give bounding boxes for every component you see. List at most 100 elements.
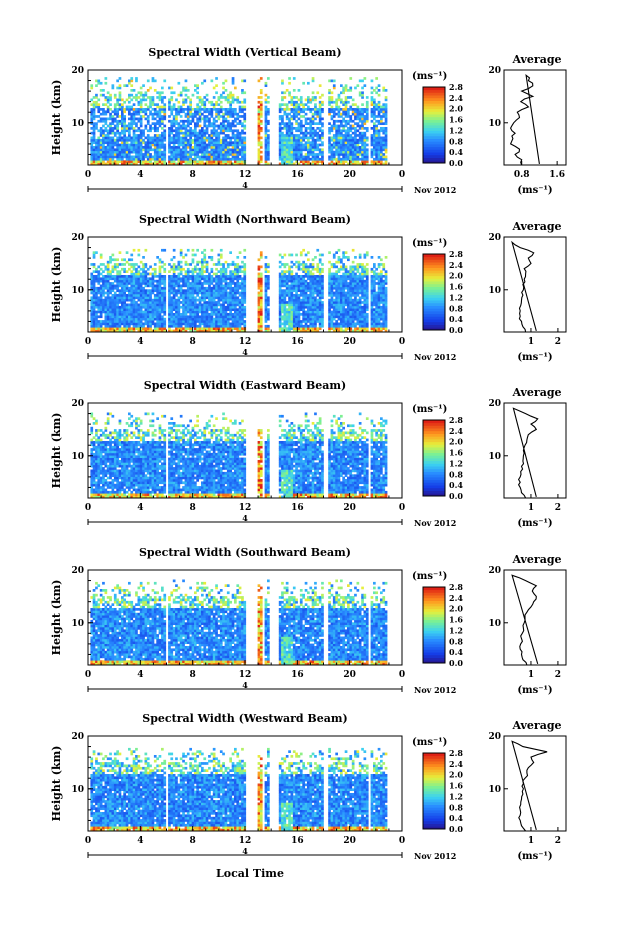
heatmap-cell: [158, 298, 162, 302]
heatmap-cell: [97, 298, 101, 302]
heatmap-cell: [222, 270, 225, 273]
heatmap-cell: [283, 298, 287, 302]
heatmap-cell: [104, 155, 108, 159]
heatmap-cell: [149, 98, 152, 102]
heatmap-cell: [132, 267, 136, 271]
heatmap-cell: [177, 305, 181, 309]
heatmap-cell: [149, 308, 152, 311]
heatmap-cell: [267, 277, 270, 281]
heatmap-cell: [109, 313, 112, 316]
heatmap-cell: [205, 93, 209, 97]
heatmap-cell: [210, 160, 214, 163]
heatmap-cell: [224, 89, 228, 92]
heatmap-cell: [179, 296, 183, 300]
heatmap-cell: [161, 110, 164, 114]
heatmap-cell: [161, 291, 164, 295]
heatmap-cell: [161, 153, 164, 156]
heatmap-cell: [278, 150, 282, 154]
heatmap-cell: [222, 315, 225, 319]
heatmap-cell: [137, 119, 141, 123]
heatmap-cell: [257, 153, 261, 156]
heatmap-cell: [281, 277, 284, 281]
heatmap-cell: [158, 289, 162, 292]
heatmap-cell: [243, 98, 247, 102]
heatmap-cell: [347, 131, 350, 135]
heatmap-cell: [354, 160, 357, 163]
heatmap-cell: [219, 143, 223, 147]
heatmap-cell: [302, 131, 305, 135]
heatmap-cell: [118, 148, 122, 152]
heatmap-cell: [170, 305, 174, 309]
heatmap-cell: [102, 117, 105, 121]
heatmap-cell: [146, 162, 150, 166]
heatmap-cell: [191, 115, 195, 118]
heatmap-cell: [335, 119, 338, 123]
heatmap-cell: [285, 138, 289, 142]
heatmap-cell: [203, 258, 207, 262]
heatmap-cell: [153, 124, 157, 128]
heatmap-cell: [264, 131, 268, 135]
heatmap-cell: [215, 275, 218, 278]
heatmap-cell: [161, 260, 164, 264]
heatmap-cell: [194, 143, 197, 147]
heatmap-cell: [217, 275, 221, 278]
heatmap-cell: [351, 112, 355, 116]
heatmap-cell: [292, 108, 296, 111]
heatmap-cell: [226, 146, 230, 149]
heatmap-cell: [95, 324, 98, 328]
heatmap-cell: [158, 270, 162, 273]
heatmap-cell: [128, 317, 131, 321]
heatmap-cell: [177, 267, 181, 271]
heatmap-cell: [299, 96, 303, 99]
heatmap-cell: [231, 270, 235, 273]
heatmap-cell: [224, 301, 228, 304]
heatmap-cell: [109, 317, 112, 321]
heatmap-cell: [116, 153, 119, 156]
heatmap-cell: [238, 265, 242, 269]
heatmap-cell: [307, 301, 310, 304]
heatmap-cell: [229, 127, 232, 130]
heatmap-cell: [370, 162, 374, 166]
heatmap-cell: [153, 279, 157, 283]
heatmap-cell: [146, 89, 150, 92]
heatmap-cell: [215, 310, 218, 314]
heatmap-cell: [137, 143, 141, 147]
heatmap-cell: [278, 115, 282, 118]
heatmap-cell: [234, 129, 237, 133]
heatmap-cell: [118, 327, 122, 330]
heatmap-cell: [137, 270, 141, 273]
heatmap-cell: [210, 277, 214, 281]
heatmap-cell: [309, 320, 313, 323]
heatmap-cell: [142, 322, 145, 326]
heatmap-cell: [278, 313, 282, 316]
heatmap-cell: [302, 310, 305, 314]
heatmap-cell: [111, 136, 115, 140]
heatmap-cell: [189, 277, 192, 281]
heatmap-cell: [121, 115, 124, 118]
heatmap-cell: [95, 160, 98, 163]
heatmap-cell: [302, 327, 305, 330]
heatmap-cell: [297, 294, 301, 297]
heatmap-cell: [163, 150, 167, 154]
heatmap-cell: [321, 117, 324, 121]
heatmap-cell: [264, 284, 268, 288]
heatmap-cell: [116, 296, 119, 300]
heatmap-cell: [302, 265, 305, 269]
heatmap-cell: [229, 275, 232, 278]
heatmap-cell: [222, 313, 225, 316]
heatmap-cell: [259, 119, 263, 123]
heatmap-cell: [332, 143, 336, 147]
heatmap-cells: [90, 248, 388, 333]
heatmap-cell: [285, 263, 289, 266]
heatmap-cell: [118, 98, 122, 102]
heatmap-cell: [283, 253, 287, 257]
heatmap-cell: [241, 129, 244, 133]
heatmap-cell: [97, 103, 101, 106]
heatmap-cell: [156, 294, 159, 297]
heatmap-cell: [102, 310, 105, 314]
heatmap-cell: [156, 324, 159, 328]
heatmap-cell: [99, 272, 103, 276]
heatmap-cell: [153, 162, 157, 166]
heatmap-cell: [184, 305, 188, 309]
heatmap-cell: [283, 110, 287, 114]
